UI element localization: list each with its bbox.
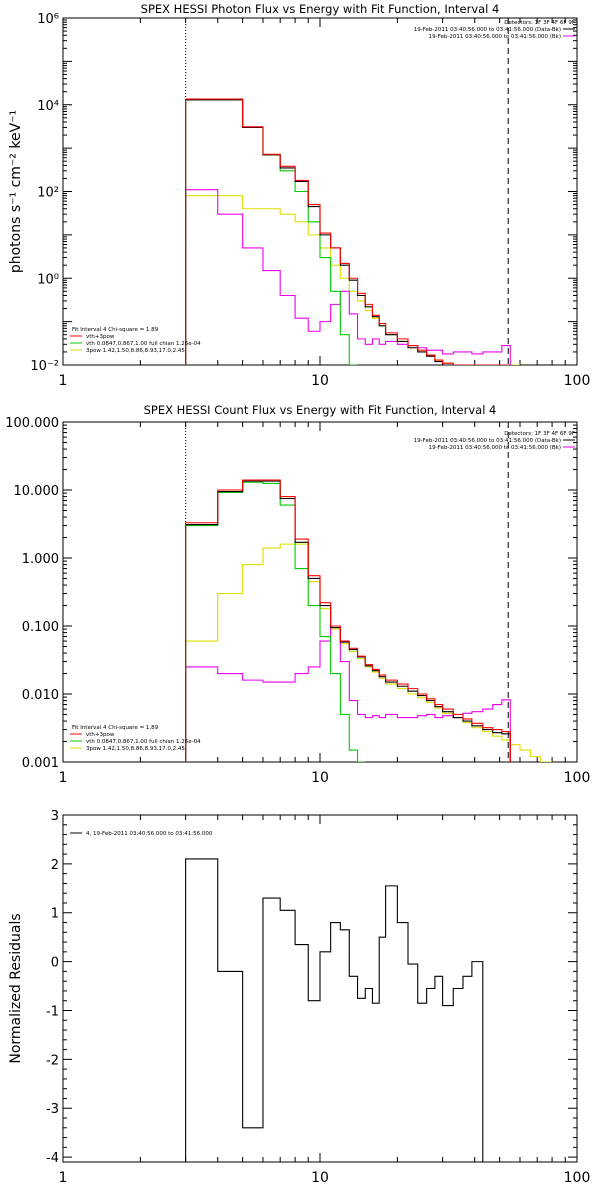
info-line: Detectors: 1F 3F 4F 6F 9F <box>504 431 575 437</box>
y-tick-label: 10⁶ <box>37 12 59 27</box>
x-tick-label: 10 <box>311 770 329 786</box>
series-line-vth <box>185 99 358 365</box>
y-tick-label: 0.010 <box>22 688 59 703</box>
y-tick-label: 0.001 <box>22 756 59 771</box>
series-line-bk <box>185 625 511 762</box>
series-line-residuals <box>185 858 484 1162</box>
legend-entry: 4, 19-Feb-2011 03:40:56.000 to 03:41:56.… <box>86 831 213 837</box>
series-line-vth-3pow <box>185 98 511 365</box>
info-line: 19-Feb-2011 03:40:56.000 to 03:41:56.000… <box>429 445 561 451</box>
x-tick-label: 10 <box>311 373 329 389</box>
y-tick-label: 2 <box>51 858 59 873</box>
y-tick-label: 10⁰ <box>37 272 59 287</box>
x-tick-label: 100 <box>564 770 591 786</box>
x-tick-label: 1 <box>59 770 68 786</box>
y-tick-label: 0 <box>51 956 59 971</box>
legend-entry: 3pow 1.42,1.50,8.86,8.93,17.0,2.45 <box>86 348 185 354</box>
y-tick-label: 10⁻² <box>30 359 59 374</box>
x-tick-label: 1 <box>59 373 68 389</box>
chart-panel-3: 1 10 100 -4 -3 -2 -1 0 1 2 3 Normalized Residuals 4,… <box>8 809 590 1186</box>
x-tick-label: 10 <box>311 1170 329 1186</box>
legend-entry: Fit Interval 4 Chi-square = 1.89 <box>72 725 159 731</box>
series-line-vth-3pow <box>185 479 511 762</box>
chart-title: SPEX HESSI Photon Flux vs Energy with Fi… <box>141 2 500 16</box>
x-tick-label: 100 <box>564 373 591 389</box>
y-tick-label: -3 <box>46 1102 59 1117</box>
y-tick-label: -1 <box>46 1004 59 1019</box>
legend-entry: vth+3pow <box>86 732 115 738</box>
y-tick-label: 10² <box>37 186 59 201</box>
info-line: Detectors: 1F 3F 4F 6F 9F <box>504 20 575 26</box>
series-line-data-bk <box>185 480 511 762</box>
y-tick-label: 10⁴ <box>37 99 59 114</box>
legend-entry: vth+3pow <box>86 334 115 340</box>
info-line: 19-Feb-2011 03:40:56.000 to 03:41:56.000… <box>414 27 561 33</box>
y-tick-label: 100.000 <box>5 416 59 431</box>
chart-panel-1: 1 10 100 10⁻² 10⁰ 10² 10⁴ 10⁶ SPEX HESSI Photon … <box>8 2 590 389</box>
y-tick-label: 10.000 <box>14 484 60 499</box>
x-tick-label: 100 <box>564 1170 591 1186</box>
legend-entry: vth 0.0847,0.867,1.00 full chian 1.26e-0… <box>86 341 201 347</box>
info-line: 19-Feb-2011 03:40:56.000 to 03:41:56.000… <box>429 34 561 40</box>
y-tick-label: 3 <box>51 809 59 824</box>
info-line: 19-Feb-2011 03:40:56.000 to 03:41:56.000… <box>414 438 561 444</box>
series-line-data-bk <box>185 99 511 365</box>
chart-title: SPEX HESSI Count Flux vs Energy with Fit… <box>144 403 497 417</box>
y-axis-label: Normalized Residuals <box>8 913 24 1063</box>
legend-entry: Fit Interval 4 Chi-square = 1.89 <box>72 327 159 333</box>
y-tick-label: 1.000 <box>22 552 59 567</box>
y-tick-label: 1 <box>51 907 59 922</box>
legend-entry: 3pow 1.42,1.50,8.86,8.93,17.0,2.45 <box>86 746 185 752</box>
plot-frame <box>62 17 578 366</box>
chart-panel-2: 1 10 100 0.001 0.010 0.100 1.000 10.000 100.000 S… <box>5 403 590 786</box>
x-tick-label: 1 <box>59 1170 68 1186</box>
y-tick-label: -2 <box>46 1053 59 1068</box>
y-tick-label: -4 <box>46 1151 59 1166</box>
y-axis-label: photons s⁻¹ cm⁻² keV⁻¹ <box>8 110 24 273</box>
series-line-bk <box>185 189 511 365</box>
legend-entry: vth 0.0847,0.867,1.00 full chian 1.26e-0… <box>86 739 201 745</box>
y-tick-label: 0.100 <box>22 620 59 635</box>
